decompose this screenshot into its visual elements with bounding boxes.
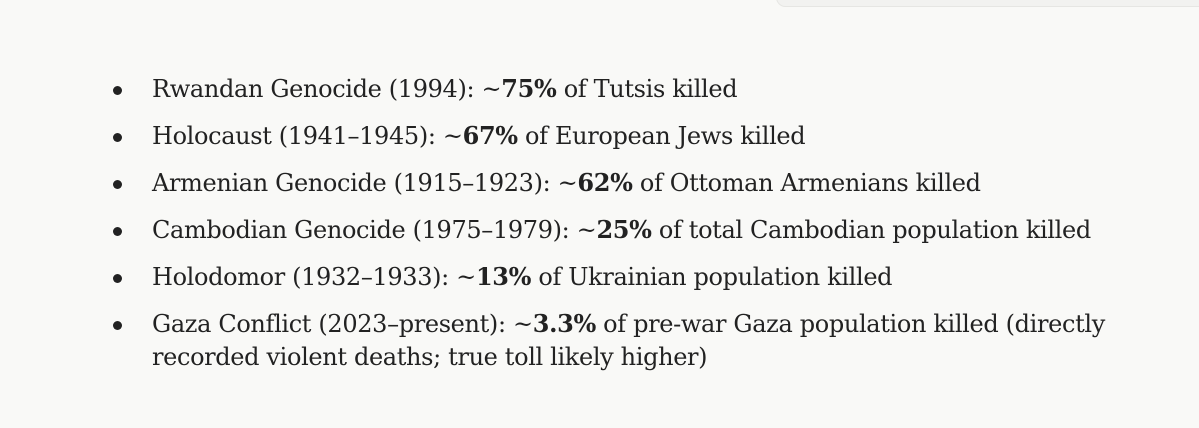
list-item: Rwandan Genocide (1994): ~75% of Tutsis … xyxy=(0,72,1199,106)
item-text: of pre-war Gaza population killed (direc… xyxy=(152,310,1105,371)
item-percentage: 25% xyxy=(596,215,652,244)
item-percentage: 67% xyxy=(462,121,519,150)
bullet-icon xyxy=(113,274,122,283)
item-text: Holocaust (1941–1945): ~ xyxy=(152,122,463,150)
item-percentage: 62% xyxy=(577,168,633,197)
item-text: Cambodian Genocide (1975–1979): ~ xyxy=(152,216,597,244)
item-text: Armenian Genocide (1915–1923): ~ xyxy=(152,169,578,197)
item-text: Gaza Conflict (2023–present): ~ xyxy=(152,310,533,338)
item-text: of Tutsis killed xyxy=(556,75,738,103)
bullet-icon xyxy=(113,86,122,95)
item-text: of total Cambodian population killed xyxy=(651,216,1091,244)
bullet-icon xyxy=(113,321,122,330)
list-item: Cambodian Genocide (1975–1979): ~25% of … xyxy=(0,213,1199,247)
list-item: Armenian Genocide (1915–1923): ~62% of O… xyxy=(0,166,1199,200)
item-text: Rwandan Genocide (1994): ~ xyxy=(152,75,502,103)
list-item: Gaza Conflict (2023–present): ~3.3% of p… xyxy=(0,307,1199,374)
item-text: Holodomor (1932–1933): ~ xyxy=(152,263,476,291)
genocide-list: Rwandan Genocide (1994): ~75% of Tutsis … xyxy=(0,72,1199,387)
list-item: Holodomor (1932–1933): ~13% of Ukrainian… xyxy=(0,260,1199,294)
item-percentage: 3.3% xyxy=(532,309,597,338)
bullet-icon xyxy=(113,180,122,189)
bullet-icon xyxy=(113,227,122,236)
item-percentage: 13% xyxy=(475,262,532,291)
item-text: of European Jews killed xyxy=(517,122,806,150)
item-text: of Ottoman Armenians killed xyxy=(632,169,981,197)
top-panel-edge xyxy=(776,0,1199,7)
list-item: Holocaust (1941–1945): ~67% of European … xyxy=(0,119,1199,153)
item-text: of Ukrainian population killed xyxy=(531,263,893,291)
bullet-icon xyxy=(113,133,122,142)
item-percentage: 75% xyxy=(501,74,557,103)
